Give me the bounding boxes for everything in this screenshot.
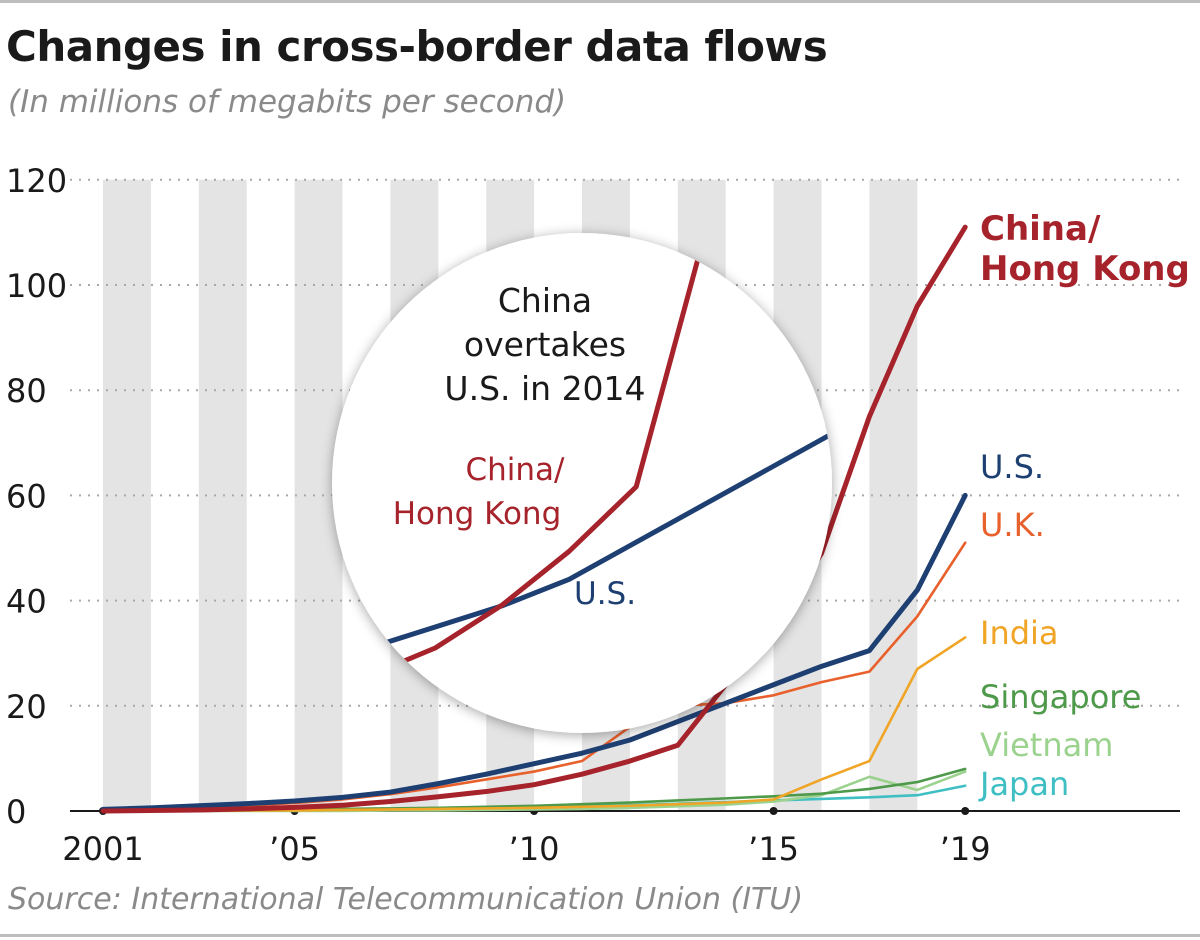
line-chart: 0 20 40 60 80 100 120 2001 ’05 ’10 ’15 ’19 JapanVi… [6,162,1190,868]
series-label: Vietnam [980,726,1113,764]
x-tick-label: 2001 [62,830,143,868]
x-tick-mark [769,807,778,815]
callout-bubble [332,233,832,733]
callout-china-label: China/Hong Kong [393,452,565,532]
x-tick-label: ’10 [509,830,560,868]
series-label: India [980,614,1059,652]
series-label: Singapore [980,678,1141,716]
top-rule [0,0,1200,3]
x-tick-label: ’19 [940,830,991,868]
zoom-callout: China overtakes U.S. in 2014 China/Hong Kon… [332,233,832,733]
chart-title: Changes in cross-border data flows [6,22,828,71]
series-label: U.K. [980,506,1045,544]
y-tick-label: 40 [6,583,47,621]
series-line-u-s- [100,492,968,812]
grid-band [869,179,918,812]
series-label: U.S. [980,448,1044,486]
series-label: Japan [978,765,1069,803]
x-tick-label: ’15 [748,830,799,868]
bottom-rule [0,934,1200,937]
y-tick-label: 120 [6,162,67,200]
x-tick-mark [961,807,970,815]
y-tick-label: 20 [6,688,47,726]
y-tick-label: 80 [6,372,47,410]
series-label: China/Hong Kong [980,209,1190,289]
chart-source: Source: International Telecommunication … [8,882,804,917]
callout-annotation: China overtakes U.S. in 2014 [444,281,645,408]
y-tick-label: 0 [6,793,26,831]
y-axis: 0 20 40 60 80 100 120 [6,162,67,831]
zoomed-line-u-s- [332,396,832,670]
x-tick-label: ’05 [269,830,320,868]
y-tick-label: 60 [6,477,47,515]
x-axis: 2001 ’05 ’10 ’15 ’19 [62,807,1180,868]
chart-subtitle: (In millions of megabits per second) [8,84,567,120]
y-tick-label: 100 [6,267,67,305]
callout-us-label: U.S. [574,576,636,612]
